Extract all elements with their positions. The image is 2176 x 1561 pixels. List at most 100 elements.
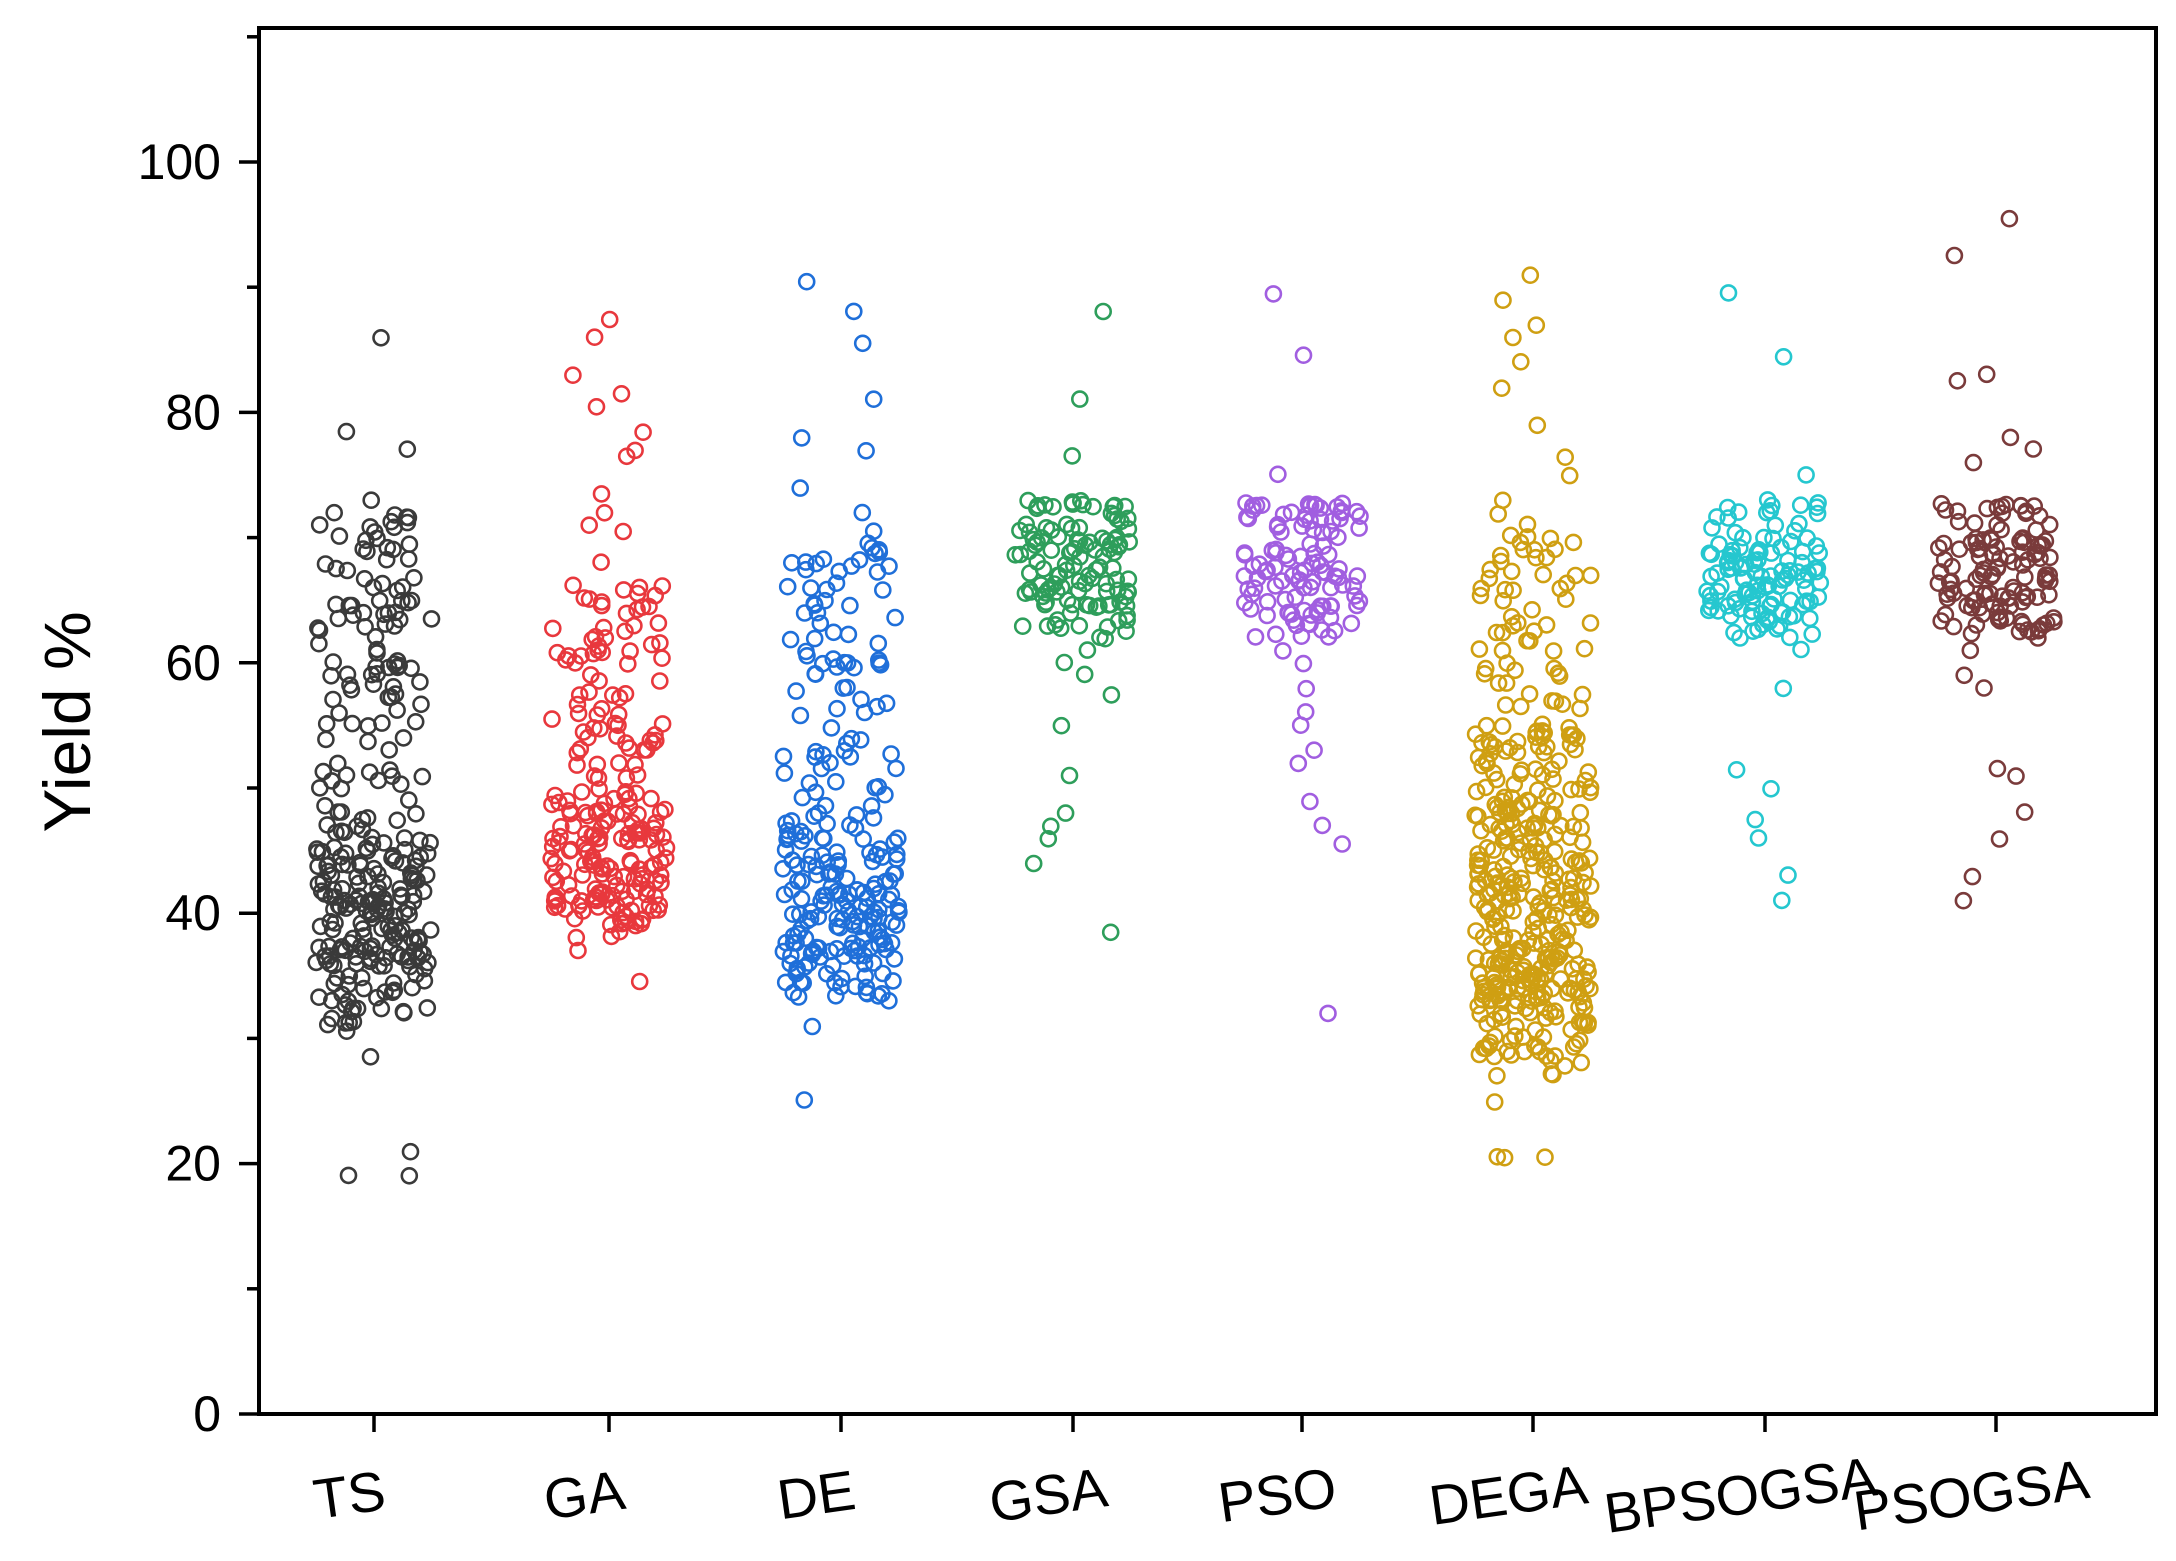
- data-point: [1562, 780, 1580, 799]
- data-point: [328, 754, 347, 773]
- data-point: [805, 594, 824, 613]
- scatter-points: [307, 209, 2063, 1185]
- data-point: [1774, 347, 1793, 366]
- data-point: [1546, 864, 1565, 882]
- data-point: [1525, 816, 1544, 834]
- data-point: [870, 935, 888, 954]
- data-point: [1484, 909, 1502, 928]
- data-point: [1496, 742, 1515, 760]
- data-point: [388, 811, 407, 830]
- data-point: [1267, 540, 1285, 559]
- data-point: [1520, 842, 1538, 861]
- data-point: [1520, 685, 1539, 703]
- data-point: [344, 929, 362, 948]
- data-point: [393, 854, 412, 872]
- data-point: [1932, 494, 1951, 513]
- data-point: [1546, 791, 1564, 810]
- data-point: [567, 928, 586, 947]
- data-point: [1118, 582, 1137, 601]
- data-point: [568, 695, 587, 714]
- data-point: [1493, 623, 1512, 642]
- data-point: [545, 898, 564, 917]
- data-point: [1504, 328, 1522, 347]
- data-point: [1556, 448, 1574, 467]
- data-point: [319, 856, 338, 874]
- data-point: [569, 941, 587, 960]
- data-point: [403, 866, 421, 885]
- data-point: [787, 682, 805, 700]
- data-point: [401, 1142, 420, 1161]
- data-point: [1546, 1002, 1564, 1021]
- data-point: [1120, 533, 1138, 551]
- data-point: [405, 932, 423, 951]
- data-point: [1351, 507, 1369, 526]
- data-point: [1524, 923, 1542, 941]
- data-point: [1496, 696, 1515, 714]
- data-point: [826, 772, 845, 791]
- data-point: [1068, 530, 1087, 549]
- data-point: [365, 859, 383, 878]
- data-point: [544, 868, 562, 887]
- data-point: [330, 527, 349, 545]
- data-point: [1562, 850, 1581, 868]
- data-point: [2004, 553, 2023, 571]
- data-point: [402, 591, 421, 610]
- data-point: [348, 817, 366, 836]
- data-point: [1544, 1065, 1562, 1084]
- x-tick-label: GSA: [985, 1455, 1112, 1534]
- data-point: [588, 755, 607, 774]
- data-point: [1541, 881, 1560, 900]
- data-point: [1473, 974, 1492, 992]
- data-point: [858, 889, 877, 908]
- data-point: [1727, 760, 1746, 779]
- data-point: [1560, 718, 1578, 737]
- data-point: [787, 934, 805, 952]
- data-point: [1544, 642, 1563, 660]
- data-point: [1070, 572, 1089, 591]
- data-point: [2000, 209, 2019, 228]
- data-point: [781, 954, 800, 973]
- data-point: [650, 672, 669, 690]
- data-point: [834, 679, 853, 697]
- data-point: [1535, 743, 1553, 762]
- data-point: [1305, 741, 1323, 760]
- data-point: [642, 789, 660, 808]
- data-point: [617, 447, 636, 466]
- data-point: [1490, 819, 1508, 838]
- data-point: [558, 792, 577, 810]
- data-point: [617, 604, 636, 623]
- data-point: [1470, 1045, 1489, 1064]
- data-point: [1572, 854, 1591, 872]
- data-point: [1107, 570, 1126, 589]
- data-point: [1058, 591, 1077, 610]
- data-point: [1562, 726, 1581, 745]
- data-point: [1718, 498, 1737, 517]
- data-point: [356, 617, 374, 636]
- data-point: [1762, 779, 1780, 798]
- data-point: [379, 688, 398, 707]
- data-point: [1758, 503, 1776, 522]
- data-point: [2045, 612, 2063, 631]
- data-point: [1543, 692, 1561, 710]
- data-point: [307, 953, 326, 972]
- data-point: [320, 937, 338, 956]
- data-point: [359, 732, 377, 751]
- data-point: [1561, 979, 1579, 998]
- data-point: [385, 981, 404, 1000]
- data-point: [796, 929, 815, 948]
- y-tick-label: 40: [165, 885, 221, 941]
- data-point: [1544, 770, 1562, 788]
- data-point: [811, 614, 830, 633]
- data-point: [545, 892, 564, 910]
- data-point: [796, 553, 815, 571]
- data-point: [1502, 1046, 1520, 1064]
- data-point: [1808, 504, 1827, 523]
- data-point: [2013, 583, 2032, 602]
- data-point: [822, 719, 841, 737]
- data-point: [1512, 352, 1530, 371]
- data-point: [386, 916, 405, 935]
- y-tick-label: 80: [165, 384, 221, 440]
- data-point: [789, 872, 807, 890]
- data-point: [311, 917, 330, 936]
- data-point: [344, 606, 362, 625]
